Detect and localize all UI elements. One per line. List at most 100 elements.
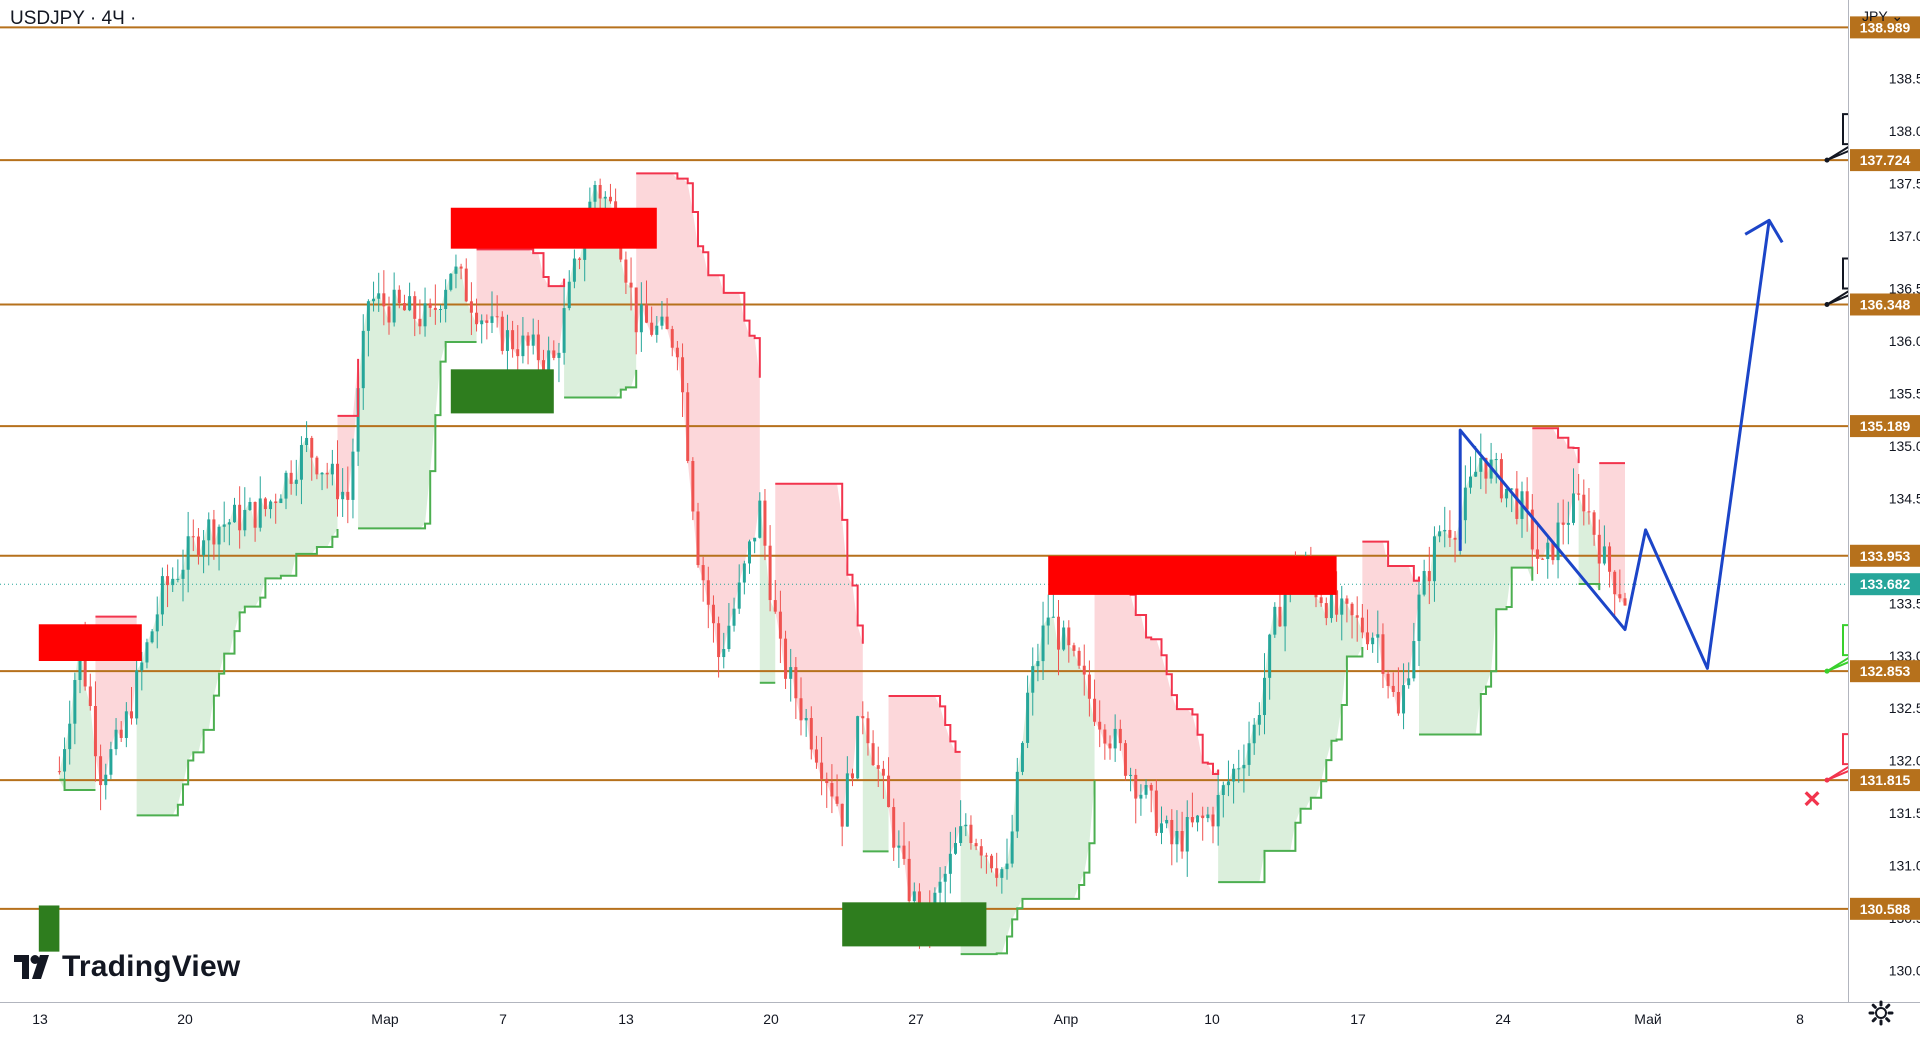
current-price-label: 133.682 bbox=[1860, 576, 1911, 592]
candle-body-187 bbox=[1020, 742, 1024, 772]
candle-body-135 bbox=[753, 537, 757, 542]
price-tick-5: 132.500 bbox=[1889, 700, 1920, 716]
candle-body-111 bbox=[629, 282, 633, 288]
candle-body-127 bbox=[711, 604, 715, 624]
bear-zone-2 bbox=[1048, 556, 1337, 595]
candle-body-46 bbox=[294, 479, 298, 484]
candle-body-171 bbox=[938, 881, 942, 893]
candle-body-162 bbox=[892, 807, 896, 848]
candle-body-277 bbox=[1484, 457, 1488, 479]
candle-body-107 bbox=[608, 196, 612, 202]
symbol-title[interactable]: USDJPY · 4Ч · bbox=[10, 8, 137, 29]
candle-body-249 bbox=[1340, 598, 1344, 615]
time-tick-6: 27 bbox=[908, 1011, 924, 1027]
candle-body-26 bbox=[191, 536, 195, 538]
candle-body-302 bbox=[1613, 571, 1617, 595]
candle-body-19 bbox=[155, 614, 159, 632]
currency-menu[interactable]: JPY ⌄ bbox=[1862, 8, 1903, 25]
candle-body-68 bbox=[408, 296, 412, 311]
candle-body-63 bbox=[382, 293, 386, 307]
candle-body-24 bbox=[181, 569, 185, 579]
candle-body-83 bbox=[485, 320, 489, 323]
stop-fill-13 bbox=[1094, 585, 1219, 852]
candle-body-197 bbox=[1072, 645, 1076, 651]
candle-body-206 bbox=[1118, 728, 1122, 744]
candle-body-30 bbox=[212, 519, 216, 545]
candle-body-93 bbox=[536, 334, 540, 361]
candle-body-138 bbox=[768, 545, 772, 601]
stop-fill-11 bbox=[888, 696, 961, 925]
candle-body-193 bbox=[1051, 616, 1055, 618]
stop-line-17 bbox=[1532, 427, 1580, 464]
candle-body-217 bbox=[1175, 831, 1179, 845]
time-tick-0: 13 bbox=[32, 1011, 48, 1027]
tradingview-logo-icon bbox=[14, 955, 49, 979]
candle-body-153 bbox=[845, 773, 849, 827]
level-price-label-2: 136.348 bbox=[1860, 296, 1911, 312]
candle-body-269 bbox=[1443, 529, 1447, 532]
candle-body-9 bbox=[104, 774, 108, 786]
candle-body-252 bbox=[1355, 615, 1359, 618]
candle-body-51 bbox=[320, 472, 324, 475]
candle-body-175 bbox=[959, 826, 963, 844]
price-tick-9: 134.500 bbox=[1889, 490, 1920, 506]
candle-body-186 bbox=[1015, 771, 1019, 832]
candle-body-279 bbox=[1494, 459, 1498, 461]
candle-body-52 bbox=[325, 472, 329, 475]
level-price-label-4: 133.953 bbox=[1860, 548, 1911, 564]
price-tick-12: 136.000 bbox=[1889, 333, 1920, 349]
price-tick-11: 135.500 bbox=[1889, 385, 1920, 401]
candle-body-58 bbox=[356, 388, 360, 452]
candle-body-285 bbox=[1525, 491, 1529, 510]
candle-body-55 bbox=[341, 491, 345, 500]
level-price-badge-0 bbox=[1850, 16, 1920, 39]
brand-name: TradingView bbox=[62, 950, 241, 983]
candle-body-262 bbox=[1407, 678, 1411, 686]
candle-body-95 bbox=[547, 350, 551, 371]
bull-zone-0 bbox=[38, 905, 60, 952]
candle-body-17 bbox=[145, 642, 149, 663]
stop-fill-6 bbox=[564, 184, 637, 398]
candle-body-264 bbox=[1417, 594, 1421, 642]
candle-body-70 bbox=[418, 318, 422, 327]
current-price-badge bbox=[1850, 573, 1920, 596]
gear-icon[interactable] bbox=[1868, 1000, 1894, 1026]
candle-body-124 bbox=[696, 511, 700, 566]
price-axis-bg bbox=[1848, 0, 1920, 1032]
candle-body-143 bbox=[794, 667, 798, 699]
candle-body-57 bbox=[351, 451, 355, 500]
candle-body-122 bbox=[686, 392, 690, 461]
time-tick-12: 8 bbox=[1796, 1011, 1804, 1027]
candle-body-142 bbox=[789, 667, 793, 679]
candle-body-177 bbox=[969, 824, 973, 844]
candle-body-210 bbox=[1139, 794, 1143, 799]
candle-body-275 bbox=[1474, 471, 1478, 477]
candle-body-36 bbox=[243, 509, 247, 531]
forecast-path bbox=[1458, 220, 1771, 670]
candle-body-298 bbox=[1592, 512, 1596, 535]
candle-body-233 bbox=[1257, 715, 1261, 725]
candle-body-86 bbox=[500, 316, 504, 351]
candle-body-64 bbox=[387, 306, 391, 323]
time-tick-9: 17 bbox=[1350, 1011, 1366, 1027]
candle-body-25 bbox=[186, 536, 190, 570]
stop-fill-17 bbox=[1532, 428, 1579, 561]
candle-body-128 bbox=[717, 623, 721, 658]
candle-body-35 bbox=[238, 504, 242, 531]
stop-line-6 bbox=[564, 369, 638, 399]
candle-body-10 bbox=[109, 749, 113, 775]
candle-body-74 bbox=[439, 309, 442, 311]
stop-marker: × bbox=[1803, 782, 1821, 815]
candle-body-161 bbox=[887, 775, 891, 808]
stop-line-11 bbox=[888, 695, 961, 753]
candle-body-27 bbox=[196, 536, 200, 556]
candle-body-267 bbox=[1432, 536, 1436, 582]
candle-body-185 bbox=[1010, 831, 1014, 864]
candle-body-160 bbox=[881, 768, 885, 776]
candle-body-286 bbox=[1530, 509, 1534, 550]
candle-body-15 bbox=[135, 670, 139, 719]
tradingview-logo[interactable]: TradingView bbox=[14, 950, 240, 984]
candle-body-174 bbox=[954, 843, 957, 854]
